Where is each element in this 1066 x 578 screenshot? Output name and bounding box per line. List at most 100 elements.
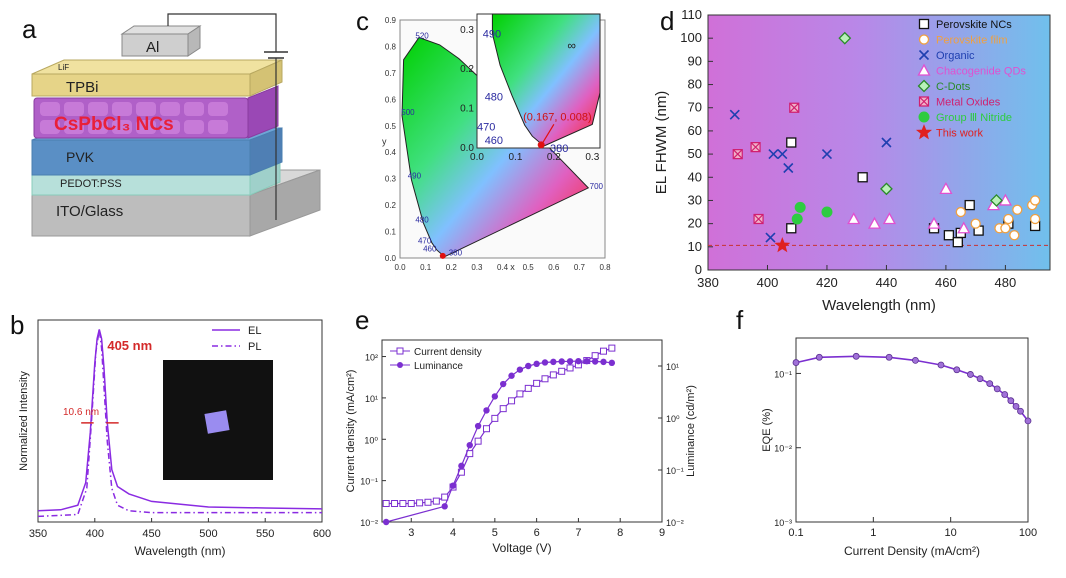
inset-y-tick-label: 0.1 — [460, 104, 474, 115]
wavelength-label: 460 — [423, 244, 437, 253]
series-line-0 — [386, 347, 613, 505]
data-point-perovskite-ncs — [786, 223, 797, 234]
data-point-eqe — [815, 353, 823, 361]
panel-label-b: b — [10, 310, 25, 340]
y-tick-label: 20 — [688, 216, 702, 231]
inset-y-tick-label: 0.2 — [460, 64, 474, 75]
legend-marker — [397, 362, 403, 368]
inset-wavelength-label: 380 — [550, 143, 568, 155]
legend-marker-perovskite-ncs — [918, 18, 930, 30]
inset-infinity-label: ∞ — [567, 38, 576, 52]
x-tick-label: 0.8 — [599, 263, 611, 272]
chart-d: 380 400 420 440 460 480 0 10 20 30 40 50 60 70 80 90 100… — [653, 7, 1051, 314]
inset-emission-spot — [204, 410, 230, 434]
data-point-perovskite-film — [1000, 223, 1011, 234]
x-tick-label: 7 — [575, 527, 581, 539]
x-axis-label: Current Density (mA/cm²) — [844, 544, 980, 558]
circuit-wire — [167, 13, 277, 52]
data-point-luminance — [600, 358, 607, 366]
y-tick-label: 0.8 — [385, 42, 397, 51]
x-tick-label: 0.7 — [574, 263, 586, 272]
data-point-luminance — [466, 441, 473, 449]
y2-tick-label: 10⁻¹ — [666, 466, 684, 476]
y-tick-label: 10² — [365, 353, 378, 363]
legend-label-metal-oxides: Metal Oxides — [936, 97, 1001, 109]
chart-f: 0.1 1 10 100 10⁻³ 10⁻² 10⁻¹ Current Density (mA… — [761, 337, 1037, 558]
data-point-eqe — [986, 380, 994, 387]
legend-label: PL — [248, 341, 261, 353]
x-tick-label: 100 — [1019, 527, 1037, 539]
data-point-metal-oxides — [753, 213, 764, 225]
legend-marker-group-nitride — [918, 111, 930, 123]
x-tick-label: 400 — [86, 528, 104, 540]
y-tick-label: 10⁻¹ — [774, 369, 792, 379]
x-tick-label: 0.6 — [548, 263, 560, 272]
x-tick-label: 3 — [408, 527, 414, 539]
legend-marker-this-work — [915, 124, 933, 140]
x-tick-label: 480 — [995, 275, 1017, 290]
x-tick-label: 400 — [757, 275, 779, 290]
data-point-luminance — [499, 380, 507, 388]
y-tick-label: 0 — [695, 262, 702, 277]
x-axis-label: Voltage (V) — [492, 541, 551, 555]
label-tpbi: TPBi — [66, 79, 99, 96]
eqe-line — [795, 355, 1029, 422]
data-point-current-density — [407, 500, 415, 508]
data-point-perovskite-ncs — [857, 172, 868, 183]
label-ito: ITO/Glass — [56, 203, 123, 220]
y-tick-label: 100 — [680, 30, 702, 45]
data-point-perovskite-ncs — [952, 237, 963, 248]
layer-tpbi — [31, 59, 283, 97]
data-point-luminance — [516, 366, 524, 373]
legend-label-c-dots: C-Dots — [936, 81, 971, 93]
panel-label-d: d — [660, 6, 675, 36]
y-tick-label: 0.0 — [385, 254, 397, 263]
label-active-layer: CsPbCl₃ NCs — [54, 114, 174, 135]
data-point-metal-oxides — [789, 102, 800, 113]
y-tick-label: 50 — [688, 146, 702, 161]
data-point-organic — [783, 162, 794, 174]
data-point-organic — [777, 149, 788, 160]
data-point-current-density — [474, 437, 482, 445]
data-point-current-density — [533, 379, 541, 387]
y-tick-label: 10⁻¹ — [360, 477, 378, 487]
data-point-current-density — [399, 500, 407, 508]
legend-label-organic: Organic — [936, 50, 975, 62]
data-point-luminance — [441, 503, 448, 510]
label-pedot: PEDOT:PSS — [60, 178, 122, 190]
annotation-peak: 405 nm — [107, 338, 152, 353]
data-point-luminance — [458, 462, 465, 470]
y-tick-label: 40 — [688, 169, 702, 184]
data-point-current-density — [491, 414, 499, 422]
y-tick-label: 0.4 — [385, 148, 397, 157]
plot-frame — [795, 337, 1029, 523]
inset-y-tick-label: 0.3 — [460, 25, 474, 36]
wavelength-label: 700 — [590, 182, 604, 191]
label-lif: LiF — [58, 63, 69, 72]
data-point-luminance — [525, 362, 532, 370]
data-point-group-nitride — [821, 206, 833, 218]
y-tick-label: 110 — [681, 7, 702, 22]
legend-marker-organic — [918, 49, 930, 61]
x-tick-label: 0.1 — [420, 263, 432, 272]
data-point-current-density — [391, 500, 399, 508]
data-point-perovskite-ncs — [964, 199, 975, 211]
data-point-current-density — [424, 498, 432, 506]
x-tick-label: 450 — [142, 528, 160, 540]
x-axis-label: Wavelength (nm) — [135, 544, 226, 558]
data-point-eqe — [937, 361, 945, 369]
data-point-luminance — [608, 359, 616, 367]
y-axis-label: y — [382, 136, 387, 146]
data-point-current-density — [524, 384, 532, 392]
y2-axis-label: Luminance (cd/m²) — [685, 385, 697, 477]
x-tick-label: 460 — [935, 275, 957, 290]
data-point-luminance — [558, 358, 565, 365]
data-point-metal-oxides — [750, 142, 761, 153]
y-tick-label: 70 — [688, 100, 702, 115]
y-tick-label: 80 — [688, 77, 702, 92]
data-point-eqe — [1007, 397, 1015, 405]
data-point-eqe — [1024, 417, 1032, 425]
data-point-luminance — [508, 372, 515, 379]
y2-tick-label: 10⁻² — [666, 518, 684, 528]
legend-marker — [396, 347, 404, 355]
